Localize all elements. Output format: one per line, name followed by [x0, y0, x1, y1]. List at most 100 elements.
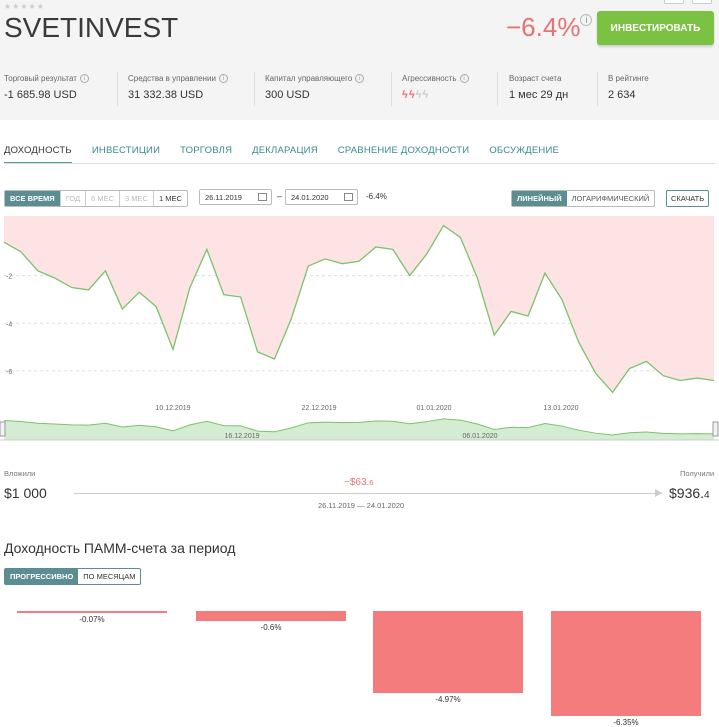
stat-manager-capital: Капитал управляющего i 300 USD — [265, 74, 365, 101]
tab-declaration[interactable]: ДЕКЛАРАЦИЯ — [252, 145, 318, 156]
divider — [497, 72, 498, 106]
received-main: $936. — [669, 485, 705, 501]
info-icon[interactable]: i — [79, 74, 89, 83]
date-from-input[interactable]: 26.11.2019 — [199, 189, 272, 205]
x-tick-label: 01.01.2020 — [416, 405, 451, 412]
navigator-chart[interactable]: 16.12.2019 06.01.2020 — [0, 414, 719, 444]
stat-value: 2 634 — [608, 89, 636, 101]
navigator-tick-label: 16.12.2019 — [224, 433, 259, 440]
scale-log[interactable]: ЛОГАРИФМИЧЕСКИЙ — [571, 194, 650, 203]
navigator-tick-label: 06.01.2020 — [462, 433, 497, 440]
mode-progressive[interactable]: ПРОГРЕССИВНО — [5, 569, 79, 584]
x-tick-label: 13.01.2020 — [543, 405, 578, 412]
y-tick-label: -4 — [6, 321, 12, 328]
arrow-head-icon — [655, 489, 662, 497]
stat-value: 1 мес 29 дн — [509, 89, 569, 101]
date-separator: – — [277, 191, 283, 201]
stat-funds: Средства в управлении i 31 332.38 USD — [128, 74, 228, 101]
date-to-value: 24.01.2020 — [291, 193, 329, 202]
stat-value: -1 685.98 USD — [4, 89, 77, 101]
received-value: $936.4 — [669, 485, 710, 501]
stat-label: Агрессивность — [402, 74, 457, 83]
lightning-icon: ϟ — [422, 89, 429, 101]
period-bar-label: -4.97% — [435, 695, 461, 705]
period-bar-label: -0.07% — [79, 614, 105, 624]
account-title: SVETINVEST — [4, 12, 179, 43]
period-bar — [17, 611, 167, 613]
period-bar — [551, 611, 701, 716]
calendar-icon[interactable] — [344, 193, 353, 201]
period-year[interactable]: ГОД — [61, 191, 87, 206]
header-panel: ★★★★★ SVETINVEST −6.4% i ИНВЕСТИРОВАТЬ То… — [0, 0, 719, 120]
period-bar-label: -6.35% — [613, 718, 639, 727]
info-icon[interactable]: i — [218, 74, 228, 83]
series-line — [3, 224, 715, 394]
tab-bar: ДОХОДНОСТЬ ИНВЕСТИЦИИ ТОРГОВЛЯ ДЕКЛАРАЦИ… — [4, 145, 579, 164]
info-icon[interactable]: i — [580, 14, 593, 26]
loss-cents: 6 — [369, 478, 374, 487]
calendar-icon[interactable] — [258, 193, 267, 201]
tab-compare[interactable]: СРАВНЕНИЕ ДОХОДНОСТИ — [337, 145, 470, 156]
period-bar — [196, 611, 346, 621]
tab-investments[interactable]: ИНВЕСТИЦИИ — [91, 145, 161, 156]
stat-label: Торговый результат — [4, 74, 77, 83]
stat-value: 300 USD — [265, 89, 310, 101]
lightning-icon: ϟ — [415, 89, 422, 101]
divider — [4, 163, 715, 164]
mode-monthly[interactable]: ПО МЕСЯЦАМ — [83, 572, 136, 581]
stat-rating: В рейтинге 2 634 — [608, 74, 649, 101]
rating-stars: ★★★★★ — [4, 2, 45, 11]
y-tick-label: -6 — [6, 369, 12, 376]
y-tick-label: -2 — [6, 274, 12, 281]
divider — [391, 72, 392, 106]
top-control[interactable] — [664, 0, 684, 4]
period-1m[interactable]: 1 МЕС — [158, 194, 182, 203]
period-6m[interactable]: 6 МЕС — [86, 191, 121, 206]
info-icon[interactable]: i — [459, 74, 469, 83]
invested-value: $1 000 — [4, 485, 47, 501]
date-to-input[interactable]: 24.01.2020 — [285, 189, 358, 205]
x-tick-label: 22.12.2019 — [301, 405, 336, 412]
navigator-handle-left[interactable] — [0, 421, 6, 437]
scale-linear[interactable]: ЛИНЕЙНЫЙ — [512, 191, 567, 206]
period-section-title: Доходность ПАММ-счета за период — [4, 540, 236, 556]
x-tick-label: 10.12.2019 — [155, 405, 190, 412]
progress-arrow — [74, 493, 662, 494]
tab-discussion[interactable]: ОБСУЖДЕНИЕ — [489, 145, 560, 156]
loss-main: −$63. — [344, 477, 370, 488]
stat-label: В рейтинге — [608, 74, 649, 83]
period-bar-label: -0.6% — [260, 622, 282, 632]
navigator-area — [4, 418, 714, 440]
period-selector: ВСЕ ВРЕМЯ ГОД 6 МЕС 3 МЕС 1 МЕС — [4, 190, 188, 207]
period-3m[interactable]: 3 МЕС — [120, 191, 154, 206]
range-change: -6.4% — [366, 192, 387, 201]
download-button[interactable]: СКАЧАТЬ — [666, 190, 710, 207]
tab-profitability[interactable]: ДОХОДНОСТЬ — [4, 145, 72, 164]
stat-label: Возраст счета — [509, 74, 562, 83]
divider — [597, 72, 598, 106]
received-label: Получили — [680, 469, 715, 478]
stat-value: 31 332.38 USD — [128, 89, 204, 101]
lightning-icon: ϟ — [408, 89, 415, 101]
received-cents: 4 — [704, 490, 710, 501]
total-change: −6.4% i — [506, 12, 593, 43]
divider — [254, 72, 255, 106]
loss-value: −$63.6 — [344, 477, 373, 488]
invest-button[interactable]: ИНВЕСТИРОВАТЬ — [597, 11, 714, 45]
stat-trading-result: Торговый результат i -1 685.98 USD — [4, 74, 89, 101]
loss-area — [4, 216, 714, 393]
investment-period: 26.11.2019 — 24.01.2020 — [318, 501, 405, 510]
navigator-handle-right[interactable] — [712, 421, 719, 437]
total-change-value: −6.4% — [506, 12, 581, 42]
date-from-value: 26.11.2019 — [205, 193, 242, 202]
stat-account-age: Возраст счета 1 мес 29 дн — [509, 74, 568, 101]
tab-trading[interactable]: ТОРГОВЛЯ — [180, 145, 233, 156]
info-icon[interactable]: i — [355, 74, 365, 83]
period-all[interactable]: ВСЕ ВРЕМЯ — [5, 191, 61, 206]
stat-label: Капитал управляющего — [265, 74, 353, 83]
top-control[interactable] — [692, 0, 712, 4]
divider — [117, 72, 118, 106]
navigator-line — [3, 418, 715, 436]
invested-label: Вложили — [4, 469, 36, 478]
